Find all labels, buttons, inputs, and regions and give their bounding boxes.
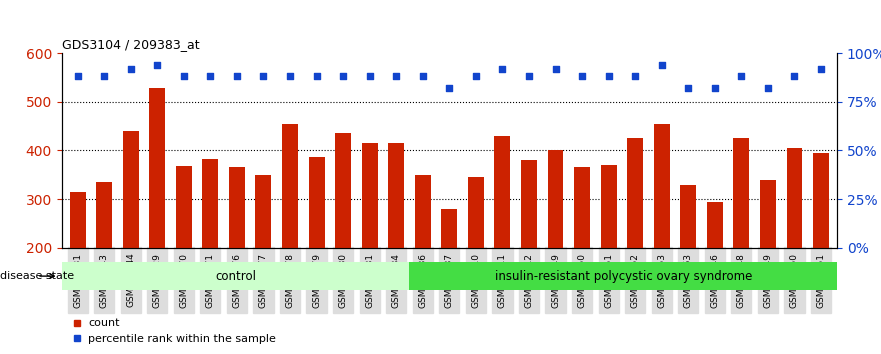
- Bar: [627, 138, 643, 345]
- Bar: [654, 124, 670, 345]
- Bar: [441, 209, 457, 345]
- Point: [602, 74, 616, 79]
- Point: [575, 74, 589, 79]
- Bar: [787, 148, 803, 345]
- Bar: [548, 150, 564, 345]
- Text: insulin-resistant polycystic ovary syndrome: insulin-resistant polycystic ovary syndr…: [494, 270, 751, 282]
- Bar: [468, 177, 484, 345]
- Point: [177, 74, 191, 79]
- Point: [416, 74, 430, 79]
- Bar: [574, 167, 590, 345]
- Point: [97, 74, 111, 79]
- Point: [123, 66, 137, 72]
- Point: [549, 66, 563, 72]
- Point: [336, 74, 350, 79]
- Point: [309, 74, 323, 79]
- Point: [256, 74, 270, 79]
- Bar: [96, 182, 112, 345]
- Point: [283, 74, 297, 79]
- Bar: [521, 160, 537, 345]
- Point: [230, 74, 244, 79]
- Bar: [680, 184, 696, 345]
- Bar: [707, 201, 722, 345]
- Point: [150, 62, 164, 68]
- Bar: [282, 124, 298, 345]
- Point: [204, 74, 218, 79]
- Bar: [362, 143, 378, 345]
- Bar: [149, 88, 166, 345]
- Point: [442, 85, 456, 91]
- Point: [469, 74, 483, 79]
- Point: [707, 85, 722, 91]
- Text: control: control: [215, 270, 256, 282]
- Legend: count, percentile rank within the sample: count, percentile rank within the sample: [67, 314, 281, 348]
- Text: GDS3104 / 209383_at: GDS3104 / 209383_at: [62, 38, 199, 51]
- Point: [655, 62, 669, 68]
- FancyBboxPatch shape: [410, 262, 837, 290]
- Bar: [70, 192, 85, 345]
- Bar: [494, 136, 510, 345]
- Bar: [308, 157, 324, 345]
- Point: [495, 66, 509, 72]
- Bar: [176, 166, 192, 345]
- Bar: [389, 143, 404, 345]
- Bar: [203, 159, 218, 345]
- Point: [389, 74, 403, 79]
- Point: [70, 74, 85, 79]
- Bar: [229, 167, 245, 345]
- Point: [814, 66, 828, 72]
- Point: [522, 74, 536, 79]
- Bar: [335, 133, 351, 345]
- Bar: [760, 179, 776, 345]
- Bar: [255, 175, 271, 345]
- Bar: [733, 138, 750, 345]
- Bar: [415, 175, 431, 345]
- Text: disease state: disease state: [0, 271, 74, 281]
- Point: [788, 74, 802, 79]
- Point: [735, 74, 749, 79]
- Point: [681, 85, 695, 91]
- Bar: [122, 131, 138, 345]
- Bar: [601, 165, 617, 345]
- Point: [628, 74, 642, 79]
- Point: [761, 85, 775, 91]
- FancyBboxPatch shape: [62, 262, 410, 290]
- Bar: [813, 153, 829, 345]
- Point: [363, 74, 377, 79]
